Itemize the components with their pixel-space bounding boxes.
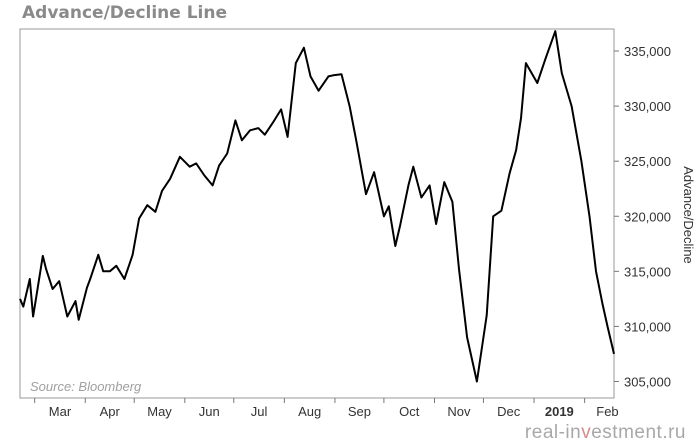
x-tick-label: 2019	[545, 404, 574, 419]
x-tick-label: Dec	[497, 404, 521, 419]
x-tick-label: Aug	[298, 404, 321, 419]
y-axis: 305,000 310,000 315,000 320,000 325,000 330,0…	[614, 44, 671, 389]
y-tick-label: 305,000	[624, 374, 671, 389]
x-tick-label: Sep	[348, 404, 371, 419]
watermark-right: estment.ru	[591, 422, 686, 443]
x-tick-label: Jun	[199, 404, 220, 419]
y-tick-label: 315,000	[624, 264, 671, 279]
watermark: real-investment.ru	[525, 422, 686, 444]
y-tick-label: 320,000	[624, 209, 671, 224]
x-tick-label: Jul	[251, 404, 268, 419]
source-note: Source: Bloomberg	[30, 379, 142, 394]
y-tick-label: 325,000	[624, 154, 671, 169]
x-tick-label: Mar	[49, 404, 72, 419]
y-tick-label: 310,000	[624, 319, 671, 334]
watermark-highlight: v	[581, 422, 592, 443]
x-tick-label: Apr	[100, 404, 121, 419]
y-tick-label: 330,000	[624, 99, 671, 114]
x-tick-label: May	[147, 404, 172, 419]
y-tick-label: 335,000	[624, 44, 671, 59]
plot-border	[19, 28, 615, 399]
watermark-left: real-in	[524, 422, 582, 443]
series-line-advance-decline	[19, 30, 615, 383]
plot-frame	[19, 28, 615, 399]
chart-title: Advance/Decline Line	[22, 3, 228, 23]
x-tick-label: Oct	[399, 404, 420, 419]
x-axis: Mar Apr May Jun Jul Aug Sep Oct Nov Dec 2019 Feb	[34, 398, 619, 419]
x-tick-label: Nov	[447, 404, 471, 419]
x-tick-label: Feb	[596, 404, 618, 419]
y-axis-label: Advance/Decline	[681, 166, 696, 264]
